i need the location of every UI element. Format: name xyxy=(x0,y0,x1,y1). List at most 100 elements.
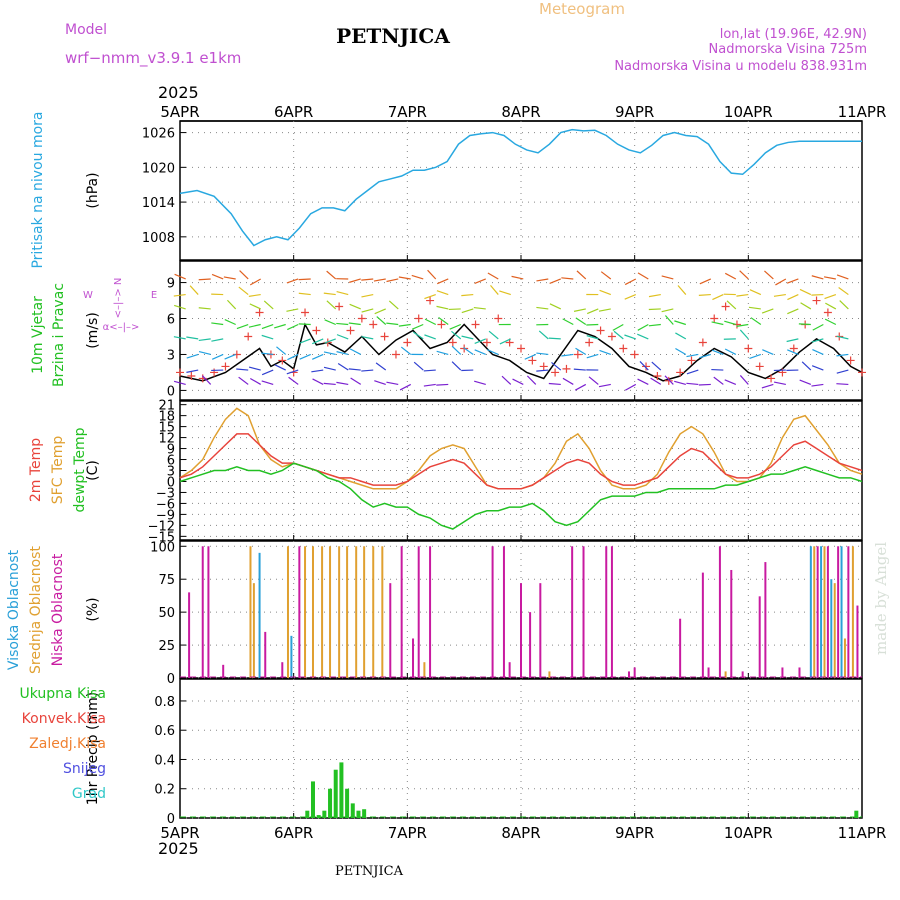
y-tick-label: 0 xyxy=(167,384,175,399)
wind-arrow xyxy=(336,322,349,326)
wind-arrow xyxy=(699,278,712,285)
y-axis-unit: 1hr Precip (mm) xyxy=(85,692,101,805)
year-top: 2025 xyxy=(158,83,199,102)
wind-arrow xyxy=(736,293,749,297)
wind-arrow xyxy=(786,278,799,284)
wind-arrow xyxy=(198,307,211,310)
wind-arrow xyxy=(248,323,261,328)
gust-marker xyxy=(346,326,355,335)
page-title: PETNJICA xyxy=(336,24,450,48)
bar-high xyxy=(809,546,812,678)
wind-arrow xyxy=(637,378,649,385)
y-tick-label: 0.6 xyxy=(154,724,175,739)
gust-marker xyxy=(221,362,230,371)
wind-arrow xyxy=(361,293,374,298)
footer-title: PETNJICA xyxy=(335,864,404,879)
y-axis-unit: (hPa) xyxy=(85,172,101,208)
gust-marker xyxy=(721,302,730,311)
wind-arrow xyxy=(326,300,337,310)
bar-mid xyxy=(724,671,727,678)
wind-arrow xyxy=(336,381,349,386)
bar-mid xyxy=(423,662,426,678)
gust-marker xyxy=(642,362,651,371)
wind-arrow xyxy=(286,278,299,284)
wind-arrow xyxy=(824,293,837,300)
wind-arrow xyxy=(386,381,399,386)
wind-arrow xyxy=(512,378,524,385)
wind-arrow xyxy=(677,285,687,295)
wind-arrow xyxy=(839,300,849,310)
wind-arrow xyxy=(787,308,799,315)
wind-arrow xyxy=(824,318,837,326)
bar-mid xyxy=(833,583,836,678)
wind-arrow xyxy=(811,293,824,296)
x-tick-label-bottom: 7APR xyxy=(388,824,427,842)
bar-mid xyxy=(252,583,255,678)
y-tick-label: 0.8 xyxy=(154,695,175,710)
bar-mid xyxy=(843,638,846,678)
panel-frame xyxy=(179,120,863,261)
gust-marker xyxy=(244,332,253,341)
gust-marker xyxy=(653,372,662,381)
wind-arrow xyxy=(749,289,762,296)
wind-arrow xyxy=(411,323,424,330)
wind-arrow xyxy=(361,278,374,281)
side-label-sfc: SFC Temp xyxy=(50,436,66,505)
wind-arrow xyxy=(349,348,362,355)
wind-arrow xyxy=(361,335,374,340)
wind-arrow xyxy=(261,323,274,330)
gust-marker xyxy=(596,326,605,335)
y-tick-label: 0 xyxy=(167,672,175,687)
wind-arrow xyxy=(323,382,336,386)
bar-mid xyxy=(372,546,375,678)
wind-arrow xyxy=(473,306,486,310)
y-tick-label: 1026 xyxy=(142,127,175,142)
wind-arrow xyxy=(549,278,562,284)
panel-clouds: 0 25 50 75 100 (%) xyxy=(85,540,863,687)
wind-arrow xyxy=(724,348,737,355)
bar-total xyxy=(350,803,355,818)
bar-low xyxy=(679,618,682,678)
gust-marker xyxy=(607,332,616,341)
bar-total xyxy=(362,809,367,818)
wind-arrow xyxy=(787,349,799,356)
wind-arrow xyxy=(798,323,811,326)
x-tick-label-top: 9APR xyxy=(615,103,654,121)
x-tick-label-top: 7APR xyxy=(388,103,427,121)
wind-arrow xyxy=(624,293,637,300)
bar-low xyxy=(781,667,784,678)
wind-arrow xyxy=(350,377,362,385)
gust-marker xyxy=(755,362,764,371)
wind-arrow xyxy=(398,323,411,327)
bar-mid xyxy=(311,546,314,678)
bar-low xyxy=(201,546,204,678)
wind-arrow xyxy=(374,308,386,315)
gust-marker xyxy=(551,368,560,377)
bar-low xyxy=(837,546,840,678)
y-tick-label: 18 xyxy=(158,410,175,425)
wind-arrow xyxy=(349,278,361,283)
wind-arrow xyxy=(526,375,537,385)
wind-arrow xyxy=(374,380,386,385)
y-tick-label: 100 xyxy=(150,540,175,555)
wind-arrow xyxy=(249,278,261,286)
y-tick-label: 1020 xyxy=(142,161,175,176)
wind-arrow xyxy=(488,330,499,340)
bar-high xyxy=(258,552,261,678)
bar-high xyxy=(820,546,823,678)
wind-arrow xyxy=(637,333,649,340)
year-bottom: 2025 xyxy=(158,839,199,858)
wind-arrow xyxy=(211,273,224,280)
wind-arrow xyxy=(174,273,186,280)
wind-arrow xyxy=(474,338,486,345)
wind-arrow xyxy=(348,322,361,326)
compass-e: E xyxy=(151,290,157,301)
wind-arrow xyxy=(836,274,849,280)
gust-marker xyxy=(301,308,310,317)
bar-low xyxy=(856,605,859,678)
bar-low xyxy=(730,569,733,678)
wind-arrow xyxy=(586,323,599,326)
gust-marker xyxy=(391,350,400,359)
wind-arrow xyxy=(664,315,674,325)
wind-arrow xyxy=(575,317,587,326)
